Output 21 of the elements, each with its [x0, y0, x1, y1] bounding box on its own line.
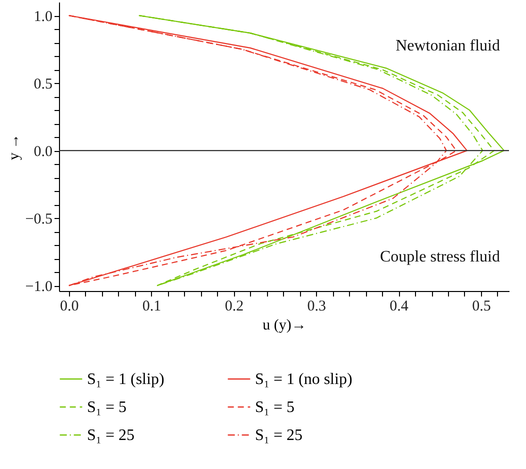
legend-label: S₁ = 1 (no slip) [255, 371, 352, 388]
y-tick-label: −0.5 [25, 212, 52, 228]
legend-label: S₁ = 5 [87, 399, 126, 416]
x-tick-label: 0.4 [390, 298, 409, 314]
y-axis-title: y → [6, 134, 22, 160]
x-tick-label: 0.3 [307, 298, 326, 314]
y-tick-label: −1.0 [25, 279, 52, 296]
x-tick-label: 0.1 [142, 298, 162, 314]
annotation: Couple stress fluid [380, 248, 500, 266]
x-tick-label: 0.2 [224, 298, 244, 314]
x-tick-label: 0.5 [472, 298, 491, 314]
y-tick-label: 0.5 [34, 76, 52, 93]
legend-label: S₁ = 5 [255, 399, 294, 416]
x-axis-title: u (y)→ [262, 318, 306, 334]
y-tick-label: 1.0 [34, 9, 52, 26]
legend-label: S₁ = 25 [87, 427, 134, 444]
y-tick-label: 0.0 [34, 144, 52, 160]
legend-label: S₁ = 1 (slip) [87, 371, 164, 388]
x-tick-label: 0.0 [60, 298, 79, 314]
legend-label: S₁ = 25 [255, 427, 302, 444]
annotation: Newtonian fluid [396, 37, 500, 54]
